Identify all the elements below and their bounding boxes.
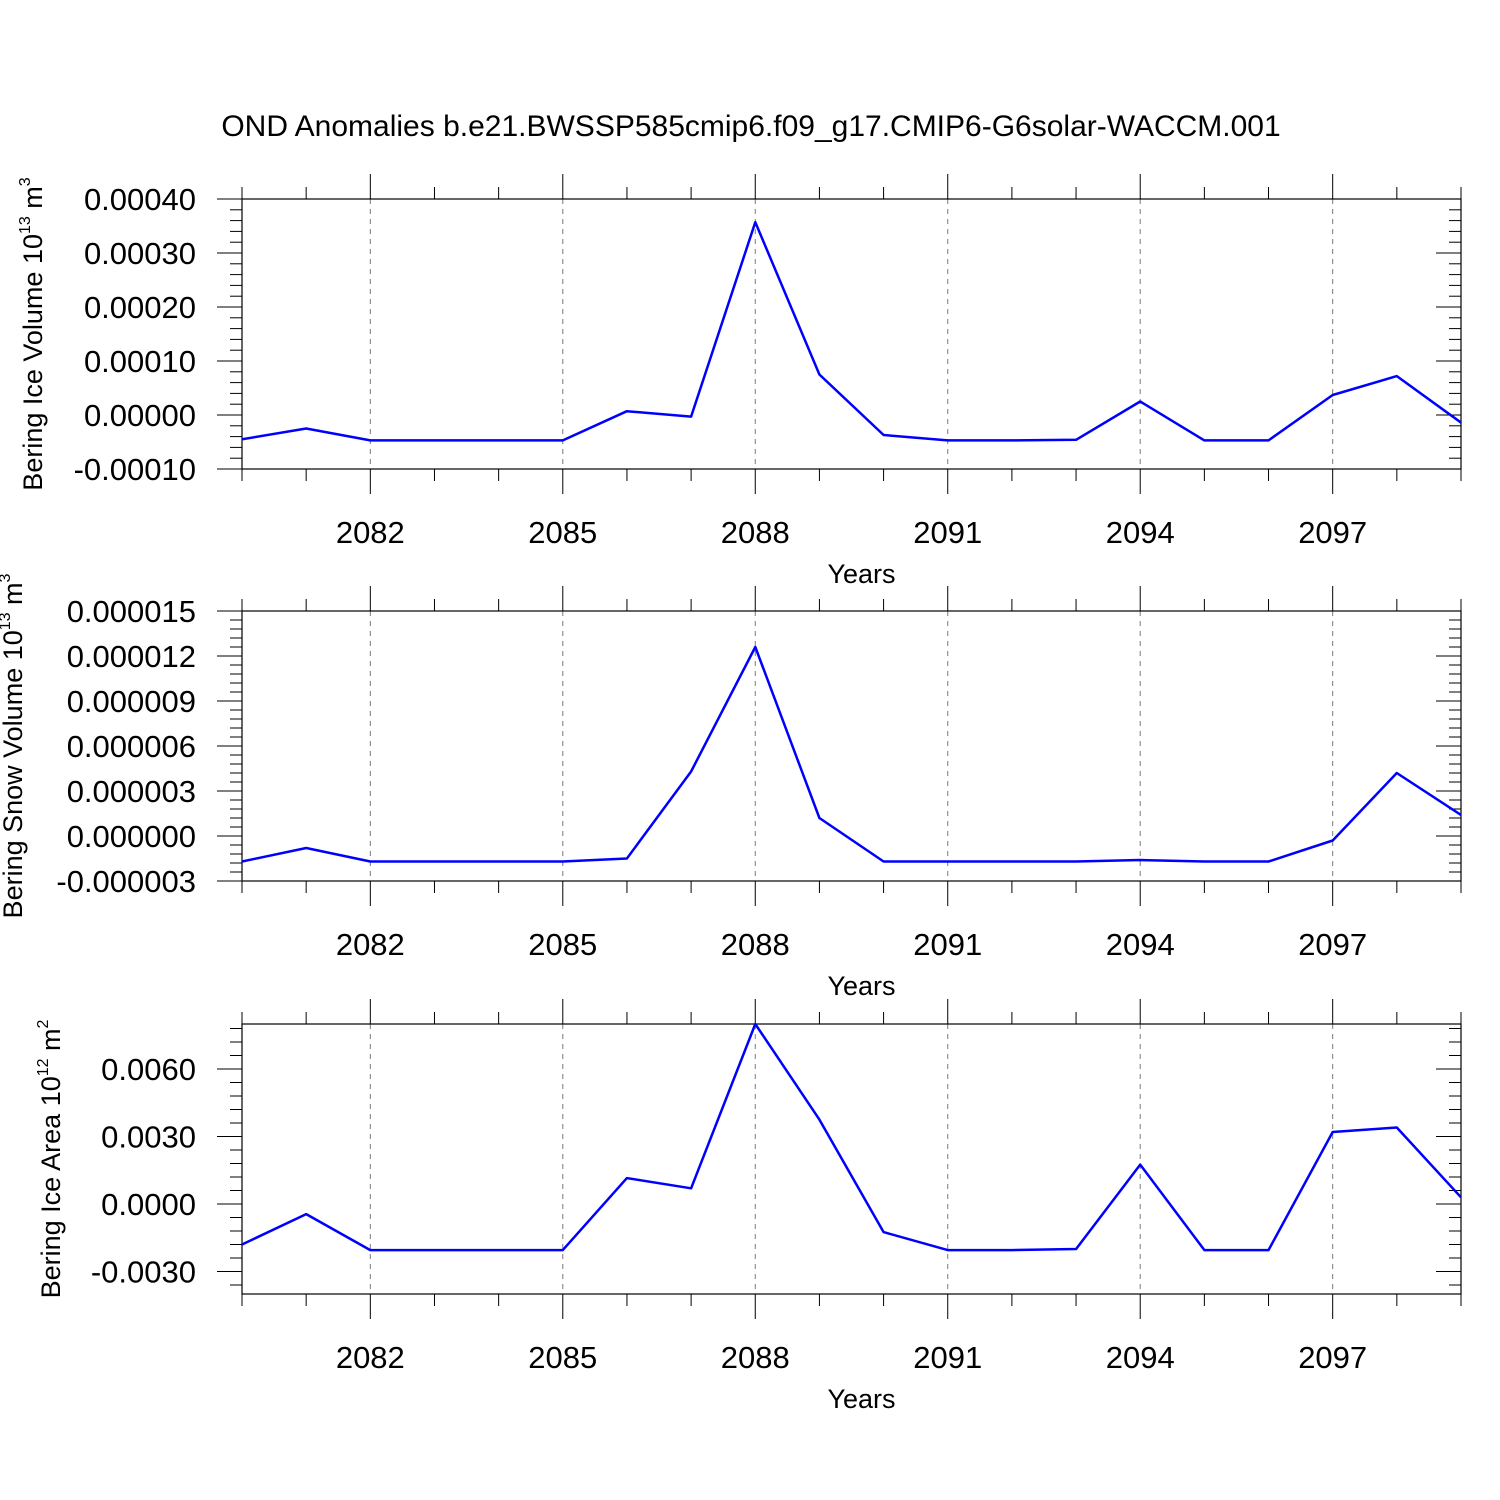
x-tick-label: 2091 (913, 515, 982, 550)
chart-title: OND Anomalies b.e21.BWSSP585cmip6.f09_g1… (221, 110, 1280, 143)
y-axis-label: Bering Snow Volume 1013 m3 (0, 573, 28, 918)
x-axis-label: Years (827, 971, 895, 1001)
y-tick-label: 0.00040 (84, 182, 196, 217)
y-tick-label: 0.000003 (67, 774, 196, 809)
plot-frame (241, 1023, 1462, 1295)
x-tick-label: 2097 (1298, 927, 1367, 962)
panel-3: -0.0030 0.0000 0.0030 0.0060 2082 2085 2088 209… (35, 999, 1462, 1414)
x-axis-label: Years (827, 1384, 895, 1414)
series-line (242, 1022, 1461, 1252)
y-tick-label: 0.00010 (84, 344, 196, 379)
series-line (242, 645, 1461, 863)
plot-frame (241, 198, 1462, 470)
y-axis-label-superscript: 13 (0, 612, 14, 630)
y-tick-label: 0.000006 (67, 729, 196, 764)
x-tick-label: 2088 (721, 927, 790, 962)
y-tick-label: 0.000015 (67, 594, 196, 629)
y-axis-label-part: m (18, 186, 48, 216)
x-tick-label: 2082 (336, 927, 405, 962)
y-tick-label: 0.00000 (84, 398, 196, 433)
x-tick-label: 2088 (721, 1340, 790, 1375)
y-axis-label-part: m (36, 1028, 66, 1058)
y-axis-label-part: Bering Ice Area 10 (36, 1076, 66, 1298)
y-axis-label: Bering Ice Area 1012 m2 (35, 1019, 66, 1298)
panels: -0.00010 0.00000 0.00010 0.00020 0.00030 0.00… (0, 174, 1462, 1414)
y-axis-label-superscript: 3 (17, 177, 34, 186)
y-tick-label: 0.00030 (84, 236, 196, 271)
x-tick-label: 2091 (913, 1340, 982, 1375)
y-axis-label-superscript: 13 (17, 216, 34, 234)
y-tick-label: 0.0060 (101, 1052, 196, 1087)
x-tick-label: 2094 (1106, 1340, 1175, 1375)
y-axis-label-superscript: 2 (35, 1019, 52, 1028)
y-tick-label: 0.00020 (84, 290, 196, 325)
x-tick-label: 2097 (1298, 515, 1367, 550)
x-tick-label: 2085 (528, 1340, 597, 1375)
y-tick-label: 0.000012 (67, 639, 196, 674)
x-tick-label: 2088 (721, 515, 790, 550)
y-tick-label: -0.000003 (56, 864, 196, 899)
y-tick-label: 0.000009 (67, 684, 196, 719)
y-tick-label: -0.00010 (74, 452, 196, 487)
y-axis-label-part: Bering Ice Volume 10 (18, 234, 48, 491)
x-tick-label: 2082 (336, 515, 405, 550)
series-line (242, 220, 1461, 442)
x-axis-label: Years (827, 559, 895, 589)
y-axis-label-superscript: 12 (35, 1058, 52, 1076)
y-tick-label: 0.0030 (101, 1120, 196, 1155)
y-axis-label-part: m (0, 582, 28, 612)
x-tick-label: 2085 (528, 927, 597, 962)
y-tick-label: -0.0030 (91, 1255, 196, 1290)
y-axis-label: Bering Ice Volume 1013 m3 (17, 177, 48, 490)
x-tick-label: 2082 (336, 1340, 405, 1375)
x-tick-label: 2085 (528, 515, 597, 550)
panel-2: -0.000003 0.000000 0.000003 0.000006 0.00000… (0, 573, 1462, 1001)
y-tick-label: 0.0000 (101, 1187, 196, 1222)
x-tick-label: 2091 (913, 927, 982, 962)
y-axis-label-part: Bering Snow Volume 10 (0, 630, 28, 918)
y-tick-label: 0.000000 (67, 819, 196, 854)
x-tick-label: 2097 (1298, 1340, 1367, 1375)
panel-1: -0.00010 0.00000 0.00010 0.00020 0.00030 0.00… (17, 174, 1462, 589)
y-axis-label-superscript: 3 (0, 573, 14, 582)
x-tick-label: 2094 (1106, 515, 1175, 550)
x-tick-label: 2094 (1106, 927, 1175, 962)
